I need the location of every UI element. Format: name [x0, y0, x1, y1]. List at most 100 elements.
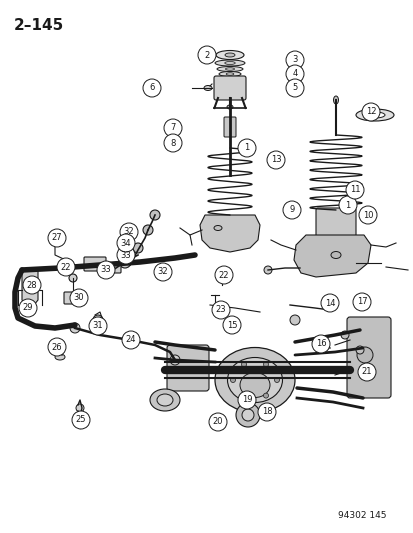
Ellipse shape: [225, 68, 234, 70]
Text: 31: 31: [93, 321, 103, 330]
FancyBboxPatch shape: [64, 292, 82, 304]
Circle shape: [142, 225, 153, 235]
Circle shape: [170, 355, 180, 365]
Ellipse shape: [214, 225, 221, 230]
Circle shape: [320, 294, 338, 312]
Text: 94302 145: 94302 145: [337, 511, 386, 520]
Circle shape: [70, 289, 88, 307]
Circle shape: [285, 51, 303, 69]
Text: 30: 30: [74, 294, 84, 303]
Circle shape: [89, 317, 107, 335]
Circle shape: [93, 315, 103, 325]
FancyBboxPatch shape: [315, 208, 355, 237]
Text: 19: 19: [241, 395, 252, 405]
Text: 10: 10: [362, 211, 373, 220]
Text: 8: 8: [170, 139, 175, 148]
Circle shape: [117, 246, 135, 264]
Circle shape: [23, 276, 41, 294]
Circle shape: [209, 413, 226, 431]
Circle shape: [241, 362, 246, 367]
Text: 5: 5: [292, 84, 297, 93]
Circle shape: [57, 258, 75, 276]
Text: 4: 4: [292, 69, 297, 78]
Circle shape: [211, 301, 230, 319]
Text: 29: 29: [23, 303, 33, 312]
Circle shape: [164, 134, 182, 152]
Circle shape: [285, 65, 303, 83]
Circle shape: [117, 234, 135, 252]
Text: 11: 11: [349, 185, 359, 195]
Circle shape: [197, 46, 216, 64]
Ellipse shape: [214, 348, 294, 413]
Ellipse shape: [355, 109, 393, 121]
Text: 27: 27: [52, 233, 62, 243]
Circle shape: [119, 256, 131, 268]
Text: 13: 13: [270, 156, 280, 165]
Text: 32: 32: [157, 268, 168, 277]
FancyBboxPatch shape: [84, 257, 106, 271]
Circle shape: [241, 393, 246, 398]
Ellipse shape: [214, 60, 244, 66]
Circle shape: [257, 403, 275, 421]
FancyBboxPatch shape: [223, 117, 235, 137]
Text: 15: 15: [226, 320, 237, 329]
Circle shape: [237, 139, 255, 157]
Ellipse shape: [364, 112, 384, 118]
Circle shape: [285, 79, 303, 97]
Text: 6: 6: [149, 84, 154, 93]
Circle shape: [361, 103, 379, 121]
Circle shape: [164, 119, 182, 137]
Text: 25: 25: [76, 416, 86, 424]
Ellipse shape: [240, 373, 269, 398]
Text: 16: 16: [315, 340, 325, 349]
Ellipse shape: [216, 67, 242, 71]
Text: 14: 14: [324, 298, 335, 308]
Text: 2: 2: [204, 51, 209, 60]
Text: 34: 34: [121, 238, 131, 247]
Circle shape: [340, 331, 348, 339]
Circle shape: [338, 196, 356, 214]
FancyBboxPatch shape: [346, 317, 390, 398]
Ellipse shape: [226, 105, 233, 109]
Circle shape: [76, 404, 84, 412]
Text: 22: 22: [61, 262, 71, 271]
Circle shape: [289, 315, 299, 325]
Circle shape: [235, 403, 259, 427]
Circle shape: [70, 323, 80, 333]
Text: 23: 23: [215, 305, 226, 314]
Text: 32: 32: [123, 228, 134, 237]
Circle shape: [122, 331, 140, 349]
Circle shape: [282, 201, 300, 219]
Ellipse shape: [150, 389, 180, 411]
Ellipse shape: [333, 96, 338, 104]
Circle shape: [263, 362, 268, 367]
Text: 22: 22: [218, 271, 229, 279]
Circle shape: [48, 338, 66, 356]
Circle shape: [120, 223, 138, 241]
Circle shape: [274, 377, 279, 383]
FancyBboxPatch shape: [107, 263, 121, 273]
Circle shape: [48, 229, 66, 247]
Ellipse shape: [218, 71, 240, 77]
Circle shape: [355, 346, 363, 354]
Ellipse shape: [204, 85, 211, 91]
Circle shape: [266, 151, 284, 169]
Text: 18: 18: [261, 408, 272, 416]
Ellipse shape: [216, 51, 243, 60]
Polygon shape: [199, 215, 259, 252]
Circle shape: [345, 181, 363, 199]
Circle shape: [356, 347, 372, 363]
Text: 26: 26: [52, 343, 62, 351]
Circle shape: [357, 363, 375, 381]
Ellipse shape: [55, 354, 65, 360]
Text: 17: 17: [356, 297, 366, 306]
Circle shape: [97, 261, 115, 279]
Text: 33: 33: [100, 265, 111, 274]
Circle shape: [352, 293, 370, 311]
Circle shape: [242, 409, 254, 421]
Circle shape: [19, 299, 37, 317]
Text: 1: 1: [344, 200, 350, 209]
Circle shape: [150, 210, 159, 220]
Circle shape: [223, 316, 240, 334]
Text: 9: 9: [289, 206, 294, 214]
